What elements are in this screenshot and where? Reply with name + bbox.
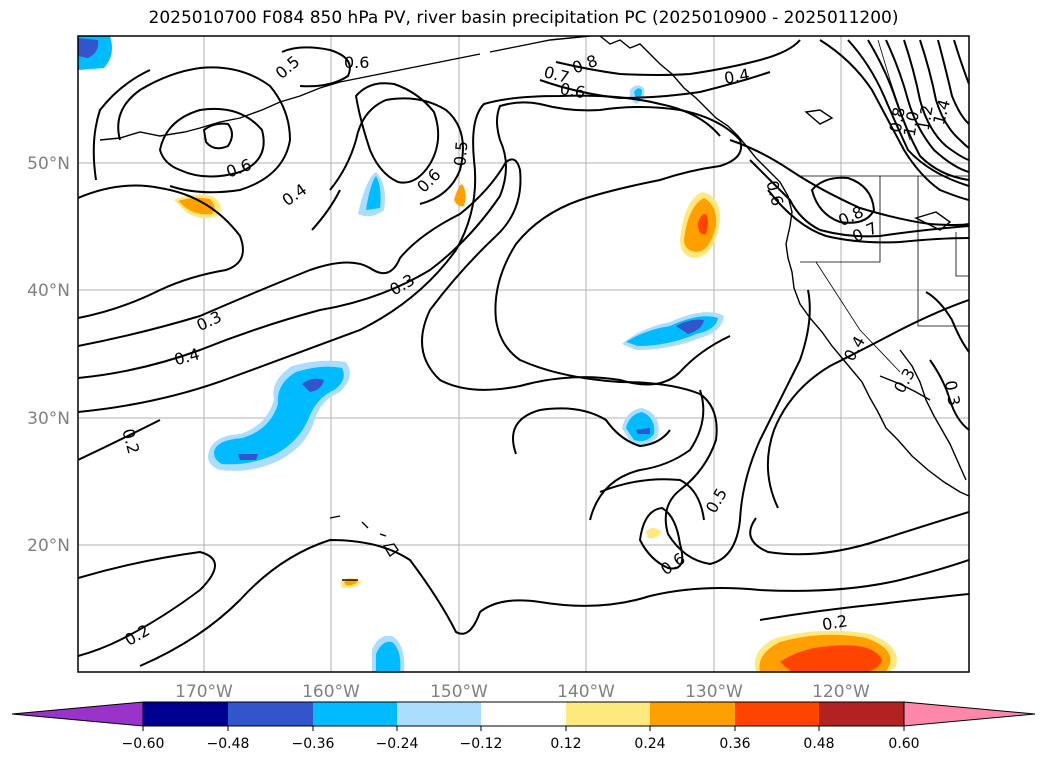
- contour-label: 0.6: [344, 53, 369, 72]
- lat-tick-label: 40°N: [27, 281, 70, 301]
- map-plot-area: 0.5 0.6 0.8 0.7 0.6 0.4 0.8 1.0 1.2 1.4 …: [78, 36, 969, 672]
- lat-tick-label: 30°N: [27, 409, 70, 429]
- latitude-labels: 50°N 40°N 30°N 20°N: [27, 154, 70, 556]
- colorbar-segment: [735, 702, 819, 726]
- precip-shading: [78, 36, 897, 672]
- contour-label: 0.3: [941, 379, 964, 407]
- colorbar-segment: [143, 702, 228, 726]
- colorbar-extend-low: [11, 701, 144, 727]
- colorbar-tick-label: −0.12: [460, 736, 503, 752]
- map-frame: [77, 35, 970, 673]
- longitude-labels: 170°W 160°W 150°W 140°W 130°W 120°W: [175, 682, 870, 702]
- colorbar-tick-label: −0.24: [376, 736, 419, 752]
- colorbar-segment: [650, 702, 735, 726]
- contour-label: 0.4: [723, 65, 751, 88]
- colorbar-tick-label: 0.12: [550, 736, 581, 752]
- colorbar-segment: [313, 702, 397, 726]
- colorbar: −0.60 −0.48 −0.36 −0.24 −0.12 0.12 0.24 …: [11, 701, 1036, 752]
- lat-tick-label: 50°N: [27, 154, 70, 174]
- colorbar-segment: [481, 702, 566, 726]
- lon-tick-label: 130°W: [685, 682, 743, 702]
- colorbar-segment: [397, 702, 481, 726]
- pv-contours: [78, 39, 969, 667]
- lon-tick-label: 170°W: [175, 682, 233, 702]
- colorbar-tick-label: 0.24: [634, 736, 665, 752]
- colorbar-tick-label: −0.48: [207, 736, 250, 752]
- colorbar-segment: [819, 702, 904, 726]
- lon-tick-label: 150°W: [430, 682, 488, 702]
- colorbar-tick-label: 0.48: [803, 736, 834, 752]
- contour-label: 1.0: [900, 110, 923, 138]
- map-title: 2025010700 F084 850 hPa PV, river basin …: [148, 8, 899, 28]
- lon-tick-label: 140°W: [557, 682, 615, 702]
- colorbar-segment: [228, 702, 313, 726]
- contour-label: 1.2: [914, 104, 937, 132]
- colorbar-extend-high: [903, 701, 1036, 727]
- colorbar-tick-label: 0.60: [888, 736, 919, 752]
- colorbar-tick-label: −0.36: [292, 736, 335, 752]
- colorbar-tick-label: 0.36: [719, 736, 750, 752]
- contour-label: 0.2: [821, 611, 849, 634]
- lon-tick-label: 120°W: [812, 682, 870, 702]
- contour-label: 0.6: [558, 79, 586, 102]
- lon-tick-label: 160°W: [302, 682, 360, 702]
- lat-tick-label: 20°N: [27, 536, 70, 556]
- contour-label: 0.8: [886, 106, 909, 134]
- colorbar-segment: [566, 702, 650, 726]
- contour-label: 0.5: [450, 140, 471, 167]
- colorbar-tick-label: −0.60: [122, 736, 165, 752]
